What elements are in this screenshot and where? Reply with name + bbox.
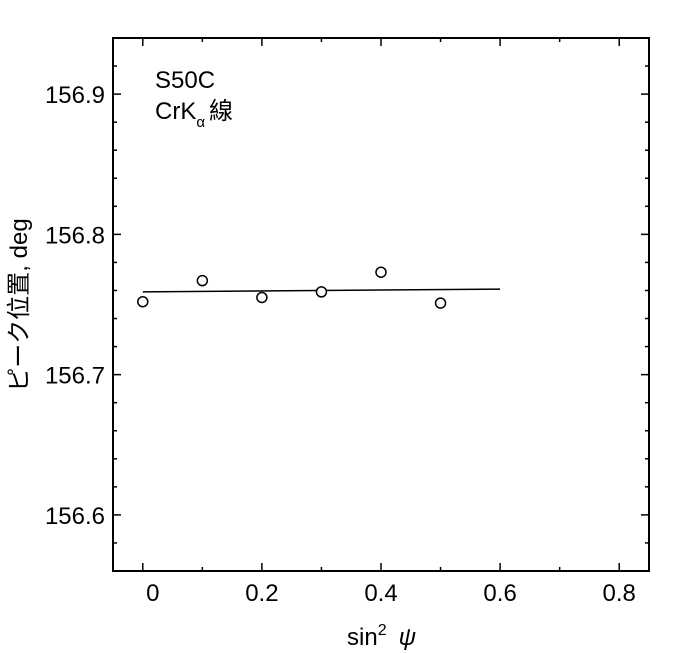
y-axis-label: ピーク位置, deg [6, 218, 33, 391]
annotation-radiation-tail: 線 [209, 98, 233, 125]
x-axis-label-sup: 2 [378, 622, 387, 639]
data-point [256, 291, 268, 304]
annotation-radiation-main: CrK [155, 98, 196, 125]
annotation-sample: S50C [155, 67, 215, 94]
y-axis-ticks: 156.6 156.7 156.8 156.9 [45, 37, 649, 572]
x-tick-label: 0.4 [364, 580, 397, 607]
annotation-radiation-sub: α [196, 114, 205, 131]
data-point [375, 266, 387, 278]
x-tick-label: 0.8 [603, 580, 636, 607]
data-point [434, 297, 447, 309]
x-tick-label: 0 [146, 580, 159, 607]
x-tick-label: 0.2 [245, 580, 278, 607]
x-axis-label-symbol: ψ [399, 624, 416, 651]
x-axis-ticks: 0 0.2 0.4 0.6 0.8 [142, 38, 636, 607]
data-point [315, 286, 328, 298]
data-point [196, 274, 209, 287]
x-axis-label: sin2 ψ [347, 622, 416, 651]
x-axis-label-main: sin [347, 624, 378, 651]
y-tick-label: 156.7 [45, 363, 105, 390]
annotation-radiation: CrKα 線 [155, 98, 233, 131]
data-point [137, 295, 149, 308]
x-tick-label: 0.6 [483, 580, 516, 607]
y-tick-label: 156.8 [45, 222, 105, 249]
y-tick-label: 156.6 [45, 503, 105, 530]
data-points [137, 266, 447, 309]
y-tick-label: 156.9 [45, 82, 105, 109]
